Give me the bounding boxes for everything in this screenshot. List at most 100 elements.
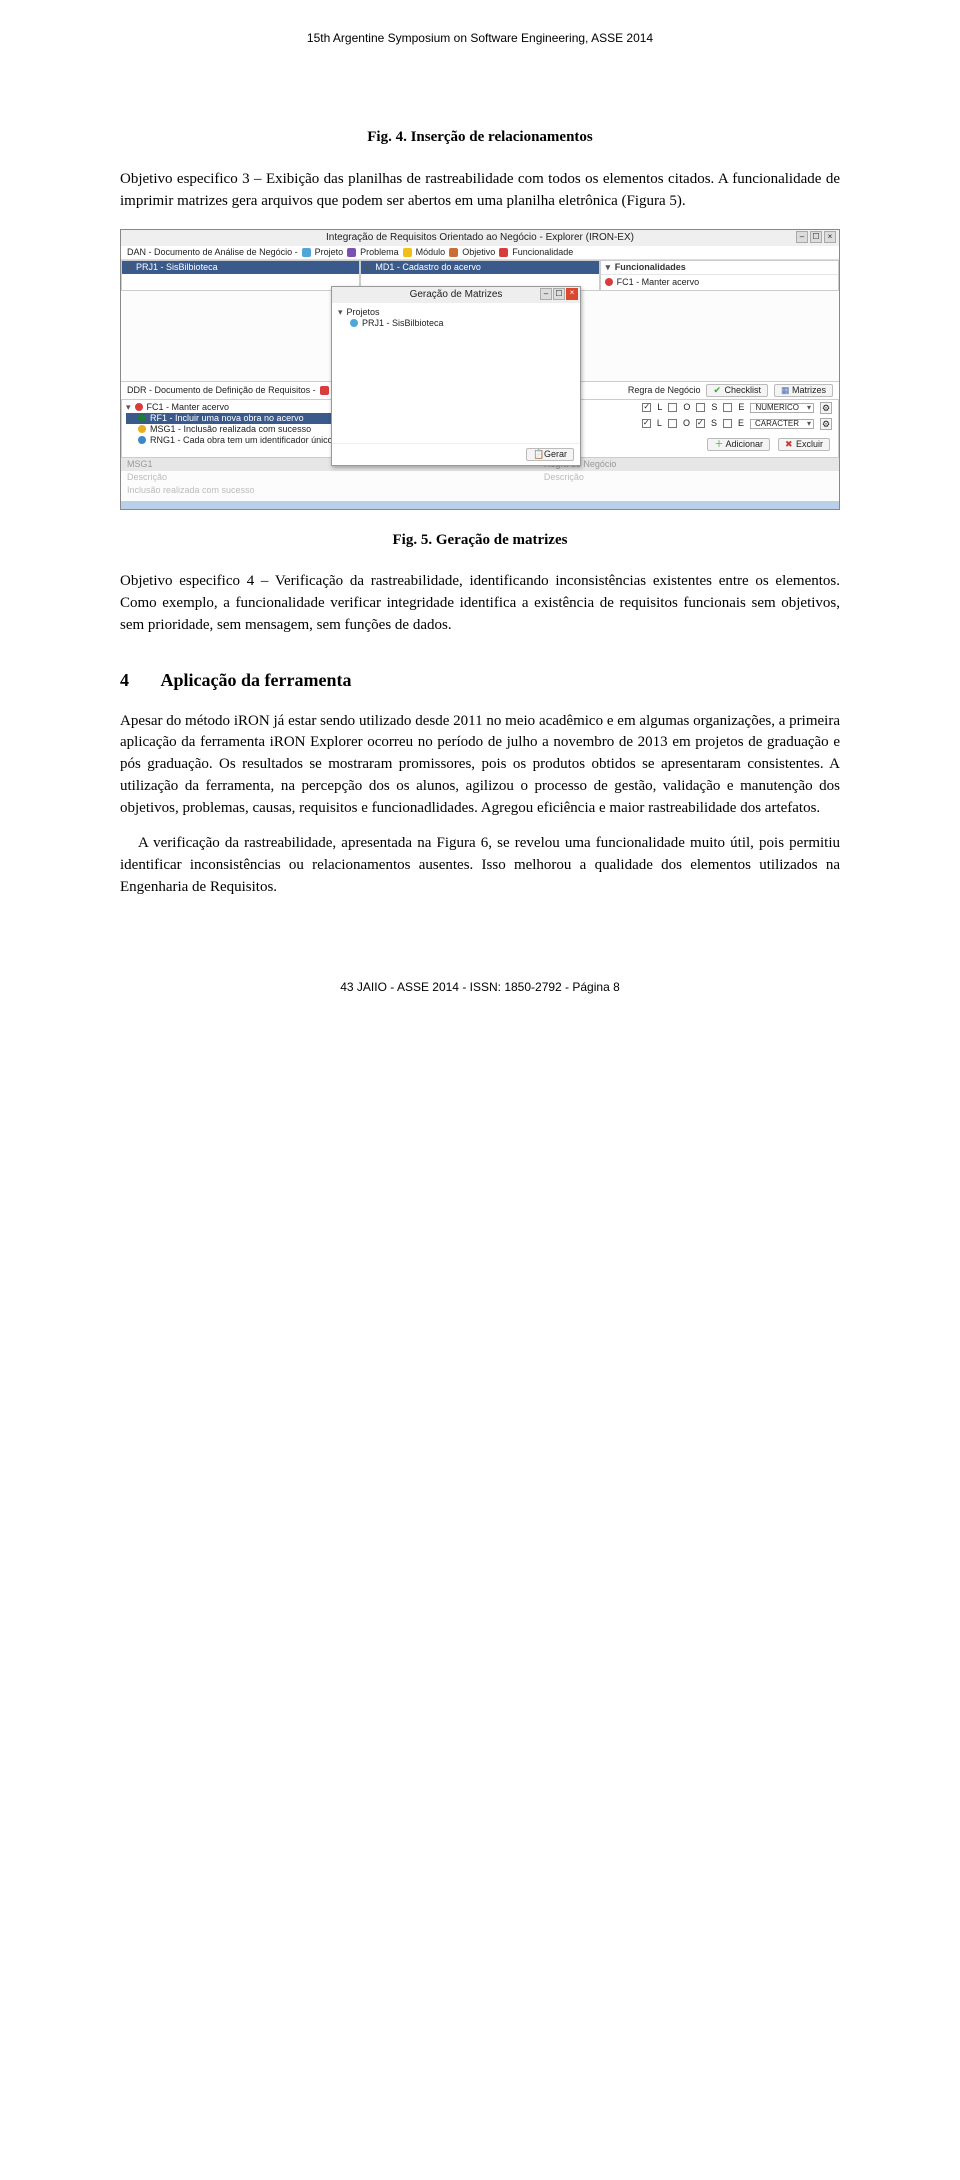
minimize-icon[interactable]: – [796,231,808,243]
msg-dot-icon [138,425,146,433]
panel-modulo-header[interactable]: ▸ MD1 - Cadastro do acervo [361,261,598,274]
chk-O[interactable] [668,419,677,428]
chevron-down-icon[interactable]: ▾ [126,403,131,412]
descricao-label-left: Descrição [121,471,538,484]
panel-func-item[interactable]: FC1 - Manter acervo [617,278,700,287]
dialog-maximize-icon[interactable]: ☐ [553,288,565,300]
paragraph-objective-4: Objetivo especifico 4 – Verificação da r… [120,571,840,636]
label-L: L [657,403,662,412]
panel-projeto-header[interactable]: ▸ PRJ1 - SisBilbioteca [122,261,359,274]
panel-funcionalidades: ▾ Funcionalidades FC1 - Manter acervo [600,260,839,291]
gerar-button-label: Gerar [544,450,567,459]
rng-dot-icon [138,436,146,444]
section-4-heading: 4 Aplicação da ferramenta [120,667,840,693]
chevron-right-icon[interactable]: ▸ [127,262,132,272]
objetivo-icon [449,248,458,257]
paragraph-app-1: Apesar do método iRON já estar sendo uti… [120,711,840,820]
adicionar-button[interactable]: ＋ Adicionar [707,438,770,451]
chevron-down-icon[interactable]: ▾ [338,308,343,317]
app-screenshot: Integração de Requisitos Orientado ao Ne… [120,229,840,510]
descricao-label-right: Descrição [538,471,839,484]
label-O: O [683,403,690,412]
dialog-tree-root: Projetos [347,308,380,317]
page-footer: 43 JAIIO - ASSE 2014 - ISSN: 1850-2792 -… [120,979,840,996]
funcionalidade-icon [499,248,508,257]
modulo-icon [403,248,412,257]
attr-row-1: L O S E NUMERICO ⚙ [541,400,839,416]
gerar-button[interactable]: 📋 Gerar [526,448,574,461]
tag-problema: Problema [360,248,399,257]
checklist-icon: ✔ [713,386,721,394]
chk-E[interactable] [723,403,732,412]
label-O: O [683,419,690,428]
panel-modulo-id: MD1 - Cadastro do acervo [375,262,481,272]
ddr-regra-label: Regra de Negócio [628,386,701,395]
add-icon: ＋ [714,440,722,448]
matrix-icon: ▦ [781,386,789,394]
geracao-matrizes-dialog: Geração de Matrizes – ☐ × ▾ Projetos PRJ… [331,286,581,466]
chk-O[interactable] [668,403,677,412]
regra-block: Regra de Negócio [538,458,839,471]
tag-objetivo: Objetivo [462,248,495,257]
label-S: S [711,419,717,428]
tag-projeto: Projeto [315,248,344,257]
panel-func-label: Funcionalidades [615,262,686,272]
chevron-right-icon[interactable]: ▸ [366,262,371,272]
excluir-button[interactable]: ✖ Excluir [778,438,830,451]
projeto-icon [302,248,311,257]
matrizes-button[interactable]: ▦ Matrizes [774,384,833,397]
dan-label: DAN - Documento de Análise de Negócio - [127,248,298,257]
dialog-titlebar[interactable]: Geração de Matrizes – ☐ × [332,287,580,303]
section-number: 4 [120,670,129,690]
funcionalidade-dot-icon [605,278,613,286]
panel-projeto: ▸ PRJ1 - SisBilbioteca [121,260,360,291]
ddr-dot-icon [320,386,329,395]
chk-S[interactable] [696,403,705,412]
app-titlebar: Integração de Requisitos Orientado ao Ne… [121,230,839,246]
label-L: L [657,419,662,428]
type-select-1[interactable]: NUMERICO [750,403,814,413]
rf-dot-icon [138,414,146,422]
ddr-label: DDR - Documento de Definição de Requisit… [127,386,316,395]
problema-icon [347,248,356,257]
dan-tag-bar: DAN - Documento de Análise de Negócio - … [121,246,839,260]
print-icon: 📋 [533,450,541,458]
row-action-icon[interactable]: ⚙ [820,402,832,414]
dialog-minimize-icon[interactable]: – [540,288,552,300]
chk-L[interactable] [642,403,651,412]
maximize-icon[interactable]: ☐ [810,231,822,243]
dialog-title-text: Geração de Matrizes [410,290,503,300]
paragraph-app-2: A verificação da rastreabilidade, aprese… [120,833,840,898]
inclusao-text: Inclusão realizada com sucesso [121,484,839,497]
adicionar-label: Adicionar [725,440,763,449]
label-E: E [738,403,744,412]
checklist-button[interactable]: ✔ Checklist [706,384,768,397]
muted-desc-row: Descrição Descrição [121,471,839,484]
fig5-caption: Fig. 5. Geração de matrizes [120,530,840,552]
tree-rf1[interactable]: RF1 - Incluir uma nova obra no acervo [150,414,304,423]
chevron-down-icon[interactable]: ▾ [606,262,611,272]
row-action-icon[interactable]: ⚙ [820,418,832,430]
close-icon[interactable]: × [824,231,836,243]
tree-rng1[interactable]: RNG1 - Cada obra tem um identificador ún… [150,436,333,445]
chk-S[interactable] [696,419,705,428]
tree-fc1[interactable]: FC1 - Manter acervo [147,403,230,412]
dialog-tree-item[interactable]: PRJ1 - SisBilbioteca [362,319,444,328]
section-title: Aplicação da ferramenta [161,670,352,690]
panel-projeto-id: PRJ1 - SisBilbioteca [136,262,218,272]
chk-L[interactable] [642,419,651,428]
chk-E[interactable] [723,419,732,428]
bottom-strip [121,501,839,509]
matrizes-button-label: Matrizes [792,386,826,395]
attr-row-2: L O S E CARACTER ⚙ [541,416,839,432]
paragraph-objective-3: Objetivo especifico 3 – Exibição das pla… [120,169,840,213]
attr-panel: L O S E NUMERICO ⚙ L O S E CARACTER ⚙ [540,399,840,458]
projeto-dot-icon [350,319,358,327]
page-header: 15th Argentine Symposium on Software Eng… [120,30,840,47]
excluir-label: Excluir [796,440,823,449]
checklist-button-label: Checklist [724,386,761,395]
tree-msg1[interactable]: MSG1 - Inclusão realizada com sucesso [150,425,311,434]
dialog-close-icon[interactable]: × [566,288,578,300]
fc-dot-icon [135,403,143,411]
type-select-2[interactable]: CARACTER [750,419,814,429]
